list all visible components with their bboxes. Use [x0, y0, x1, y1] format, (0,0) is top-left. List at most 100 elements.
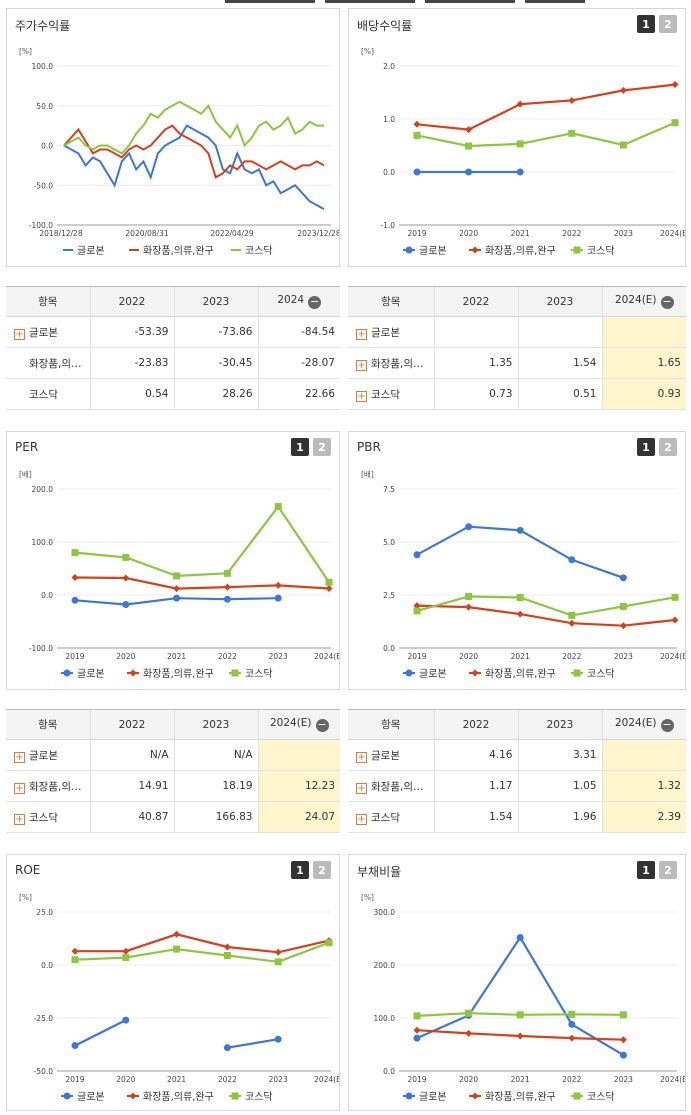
data-point: [413, 131, 421, 139]
expand-plus-icon[interactable]: +: [356, 359, 367, 371]
data-point: [619, 141, 627, 149]
legend-label: 코스닥: [587, 245, 615, 257]
expand-plus-icon[interactable]: +: [356, 751, 367, 763]
data-point: [568, 1034, 576, 1042]
value-cell: 18.19: [173, 770, 258, 802]
series-line: [416, 121, 676, 148]
chart-mode-button-2[interactable]: 2: [659, 15, 677, 33]
table-pbr: 항목 2022 2023 2024(E) − + 글로본 4.16 3.31 + 화장품,의… 1.1…: [348, 709, 686, 833]
series-1: [413, 168, 524, 176]
expand-plus-icon[interactable]: +: [356, 782, 367, 794]
header-label: 2023: [546, 718, 574, 731]
series-1: [71, 594, 282, 609]
data-point: [619, 1051, 627, 1059]
value-cell: [433, 316, 518, 348]
series-line: [74, 504, 330, 583]
x-tick-label: 2020: [459, 652, 478, 661]
series-line: [63, 124, 325, 179]
y-unit-label: [%]: [361, 47, 374, 56]
table-row: + 글로본 N/A N/A: [6, 739, 340, 771]
row-label-cell: + 코스닥: [348, 378, 434, 410]
chart-svg: [배] 7.5 5.0 2.5 0.0 2019 2020 2021 2022 2023 2024(…: [361, 470, 685, 680]
expand-plus-icon[interactable]: +: [14, 813, 25, 825]
value-cell: 1.96: [517, 801, 602, 833]
value-cell: [517, 316, 602, 348]
x-tick-label: 2019: [65, 652, 84, 661]
x-tick-label: 2022/04/29: [210, 229, 253, 238]
data-point: [568, 1020, 576, 1028]
data-point: [465, 603, 473, 611]
value-cell: -23.83: [89, 347, 174, 379]
x-tick-label: 2024(E): [660, 1075, 685, 1084]
row-label-cell: + 코스닥: [6, 801, 90, 833]
legend-item-1: 글로본: [403, 245, 447, 257]
chart-mode-button-2[interactable]: 2: [659, 861, 677, 879]
chart-mode-button-1[interactable]: 1: [291, 438, 309, 456]
y-tick-label: -1.0: [380, 221, 395, 230]
header-label: 2022: [462, 718, 490, 731]
series-line: [74, 1019, 127, 1047]
series-2: [413, 602, 679, 630]
data-point: [516, 594, 524, 602]
data-point: [173, 572, 181, 580]
chart-mode-button-1[interactable]: 1: [637, 861, 655, 879]
legend-label: 화장품,의류,완구: [485, 668, 556, 680]
value-cell: [601, 739, 686, 771]
x-tick-label: 2019: [65, 1075, 84, 1084]
data-point: [413, 1012, 421, 1020]
y-tick-label: 300.0: [374, 908, 396, 917]
data-point: [413, 602, 421, 610]
data-point: [465, 523, 473, 531]
column-header-item: 항목: [6, 709, 90, 740]
data-point: [122, 947, 130, 955]
row-label-cell: + 코스닥: [348, 801, 434, 833]
expand-plus-icon[interactable]: +: [356, 390, 367, 402]
column-header-year: 2024(E) −: [257, 709, 340, 740]
legend-label: 글로본: [419, 668, 447, 680]
collapse-minus-icon[interactable]: −: [308, 295, 322, 309]
chart-mode-button-2[interactable]: 2: [659, 438, 677, 456]
legend-marker-icon: [573, 669, 581, 677]
x-tick-label: 2021: [167, 1075, 186, 1084]
value-cell: 14.91: [89, 770, 174, 802]
y-tick-label: 100.0: [374, 1014, 396, 1023]
x-tick-label: 2022: [218, 1075, 237, 1084]
chart-mode-button-2[interactable]: 2: [313, 438, 331, 456]
legend-marker-icon: [129, 669, 137, 677]
chart-mode-button-1[interactable]: 1: [637, 15, 655, 33]
legend-marker-icon: [471, 669, 479, 677]
legend-marker-icon: [129, 1092, 137, 1100]
chart-mode-button-1[interactable]: 1: [637, 438, 655, 456]
header-label: 2022: [118, 295, 146, 308]
data-point: [413, 1026, 421, 1034]
collapse-minus-icon[interactable]: −: [660, 295, 674, 309]
expand-plus-icon[interactable]: +: [14, 782, 25, 794]
y-tick-label: 1.0: [383, 115, 395, 124]
data-point: [516, 140, 524, 148]
row-label-cell: + 화장품,의…: [6, 770, 90, 802]
table-row: + 화장품,의… 1.17 1.05 1.32: [348, 770, 686, 802]
collapse-minus-icon[interactable]: −: [315, 718, 329, 732]
row-label: 글로본: [29, 326, 58, 339]
expand-plus-icon[interactable]: +: [356, 328, 367, 340]
expand-plus-icon[interactable]: +: [356, 813, 367, 825]
x-tick-label: 2024(E): [314, 652, 339, 661]
value-cell: 28.26: [173, 378, 258, 410]
collapse-minus-icon[interactable]: −: [660, 718, 674, 732]
chart-mode-button-2[interactable]: 2: [313, 861, 331, 879]
data-point: [122, 553, 130, 561]
expand-plus-icon[interactable]: +: [14, 751, 25, 763]
chart-mode-button-1[interactable]: 1: [291, 861, 309, 879]
x-tick-label: 2019: [407, 229, 426, 238]
legend-label: 글로본: [77, 1091, 105, 1103]
x-tick-label: 2021: [167, 652, 186, 661]
series-3: [413, 119, 679, 150]
data-point: [325, 585, 333, 593]
y-tick-label: -50.0: [34, 181, 54, 190]
x-tick-label: 2021: [511, 652, 530, 661]
chart-svg: [%]300.0 200.0 100.0 0.0 2019 2020 2021 2022 202…: [361, 893, 685, 1103]
data-point: [413, 607, 421, 615]
series-3: [71, 503, 333, 586]
expand-plus-icon[interactable]: +: [14, 328, 25, 340]
